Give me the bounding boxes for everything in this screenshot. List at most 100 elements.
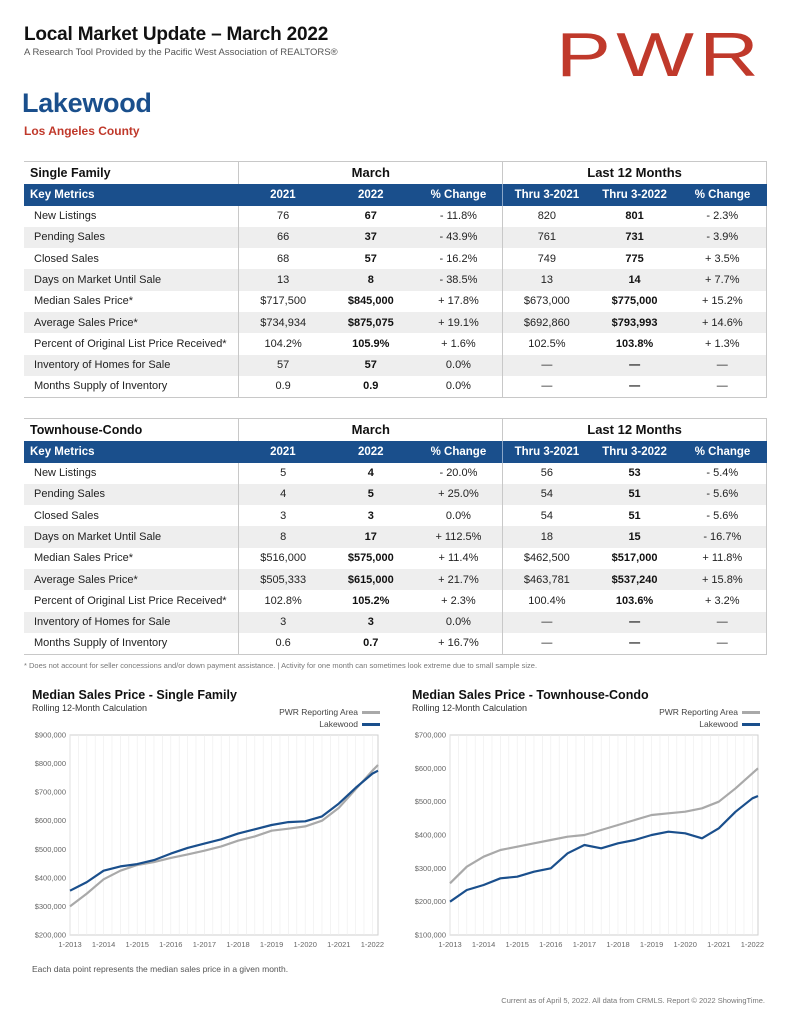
metric-value: — [678, 375, 767, 398]
metric-label: Average Sales Price* [24, 568, 239, 591]
table-row: New Listings 5 4 - 20.0% 56 53 - 5.4% [24, 462, 767, 484]
y-tick-label: $800,000 [35, 759, 66, 768]
metric-value: 105.9% [352, 337, 390, 350]
metric-value: 13 [502, 269, 591, 291]
metric-value: - 5.6% [678, 483, 767, 506]
x-tick-label: 1-2019 [640, 940, 663, 949]
county-name: Los Angeles County [24, 124, 140, 138]
table-row: Average Sales Price* $734,934 $875,075 + 19… [24, 311, 767, 334]
x-tick-label: 1-2014 [92, 940, 115, 949]
metric-value: + 2.3% [441, 594, 476, 607]
metric-value: 68 [238, 248, 327, 270]
metric-value: - 11.8% [439, 210, 477, 223]
group-march: March [238, 161, 504, 184]
plot-area [449, 734, 759, 936]
metric-value: $615,000 [326, 568, 415, 591]
metric-value: 749 [502, 248, 591, 270]
col-header: Key Metrics [24, 440, 239, 463]
metric-value: $793,993 [590, 311, 679, 334]
metric-value: 0.0% [414, 375, 503, 398]
table-row: Median Sales Price* $717,500 $845,000 + 17.… [24, 290, 767, 312]
series-line-lakewood [69, 769, 379, 892]
single-family-price-chart: $200,000 $300,000 $400,000 $500,000 $600,000… [35, 731, 384, 950]
metric-value: 51 [590, 483, 679, 506]
series-line-lakewood [449, 794, 759, 903]
metric-label: Inventory of Homes for Sale [24, 354, 239, 376]
metric-value: — [678, 611, 767, 633]
series-line-pwr-reporting-area [69, 764, 379, 908]
y-tick-label: $300,000 [35, 902, 66, 911]
townhouse-condo-price-chart: $100,000 $200,000 $300,000 $400,000 $500,000… [415, 731, 764, 950]
metric-value: $463,781 [502, 568, 591, 591]
legend-label: Lakewood [319, 719, 358, 729]
legend-label: PWR Reporting Area [659, 707, 738, 717]
metric-value: + 25.0% [414, 483, 503, 506]
x-tick-label: 1-2013 [438, 940, 461, 949]
table-row: Pending Sales 4 5 + 25.0% 54 51- 5.6% [24, 483, 767, 506]
metric-value: 54 [502, 483, 591, 506]
table-row: Inventory of Homes for Sale 3 3 0.0% — — — [24, 611, 767, 633]
x-tick-label: 1-2018 [226, 940, 249, 949]
metric-value: $875,075 [326, 311, 415, 334]
metric-label: Median Sales Price* [34, 552, 134, 565]
y-tick-label: $500,000 [415, 797, 446, 806]
x-tick-label: 1-2022 [361, 940, 384, 949]
metric-value: 5 [326, 483, 415, 506]
metric-value: 66 [238, 226, 327, 249]
table-row: Average Sales Price* $505,333 $615,000 + 21… [24, 568, 767, 591]
metric-value: 105.2% [352, 594, 390, 607]
col-header: 2022 [326, 183, 415, 206]
metric-value: 14 [590, 269, 679, 291]
metric-value: + 1.3% [678, 333, 767, 355]
metric-label: Average Sales Price* [24, 311, 239, 334]
y-tick-label: $700,000 [35, 788, 66, 797]
metric-value: + 21.7% [414, 568, 503, 591]
col-header: Thru 3-2022 [590, 440, 679, 463]
metric-label: Months Supply of Inventory [24, 632, 239, 655]
table-row: Percent of Original List Price Received*… [24, 590, 767, 612]
col-header: 2021 [238, 440, 327, 463]
y-tick-label: $200,000 [35, 931, 66, 940]
col-header: 2021 [238, 183, 327, 206]
x-tick-label: 1-2015 [506, 940, 529, 949]
y-tick-label: $400,000 [35, 873, 66, 882]
metric-value: 0.7 [326, 632, 415, 655]
x-tick-label: 1-2015 [126, 940, 149, 949]
metric-value: $462,500 [502, 547, 591, 569]
source-note: Current as of April 5, 2022. All data fr… [501, 996, 765, 1005]
metric-label: Percent of Original List Price Received* [34, 337, 227, 350]
metric-value: + 7.7% [678, 269, 767, 291]
metric-value: + 15.8% [678, 568, 767, 591]
metric-value: 0.0% [414, 354, 503, 376]
metric-value: 3 [238, 611, 327, 633]
metric-label: New Listings [34, 467, 97, 480]
y-tick-label: $200,000 [415, 897, 446, 906]
metric-value: 54 [502, 505, 591, 527]
metric-value: $717,500 [238, 290, 327, 312]
group-last-12-months: Last 12 Months [502, 161, 767, 184]
metric-value: $673,000 [502, 290, 591, 312]
metric-value: 76 [238, 205, 327, 227]
metric-value: - 20.0% [439, 467, 478, 480]
col-header: % Change [678, 440, 767, 463]
metric-value: 3 [238, 505, 327, 527]
chart-subtitle: Rolling 12-Month Calculation [32, 703, 148, 713]
metric-value: — [590, 611, 679, 633]
report-subtitle: A Research Tool Provided by the Pacific … [24, 47, 338, 58]
metric-label: Days on Market Until Sale [24, 269, 239, 291]
metric-value: + 15.2% [678, 290, 767, 312]
metric-value: + 11.8% [678, 547, 767, 569]
report-title: Local Market Update – March 2022 [24, 24, 329, 45]
y-tick-label: $100,000 [415, 931, 446, 940]
table-row: Days on Market Until Sale 8 17 + 112.5% 18 15… [24, 526, 767, 548]
metric-value: $516,000 [238, 547, 327, 569]
metric-label: Days on Market Until Sale [24, 526, 239, 548]
city-name: Lakewood [22, 88, 152, 118]
group-march: March [238, 418, 504, 441]
metric-value: 67 [364, 210, 377, 223]
metric-value: $517,000 [611, 552, 658, 565]
col-header: Thru 3-2021 [502, 440, 591, 463]
metric-value: 4 [367, 467, 374, 480]
metric-value: $775,000 [611, 295, 658, 308]
metric-value: 3 [367, 509, 374, 522]
